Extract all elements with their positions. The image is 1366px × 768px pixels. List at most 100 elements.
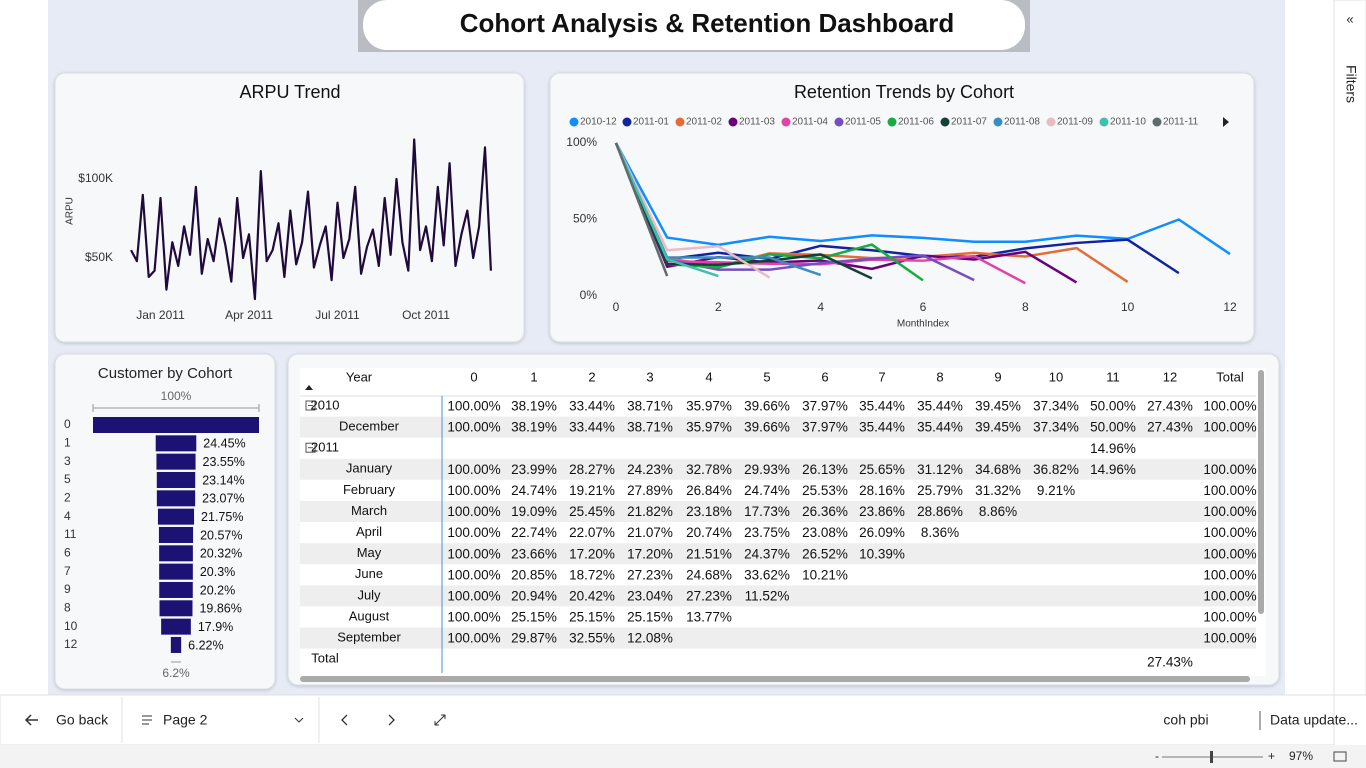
fit-icon[interactable] bbox=[434, 714, 446, 726]
cell: 20.94% bbox=[511, 588, 557, 603]
cell: 100.00% bbox=[1203, 567, 1256, 582]
cell: 25.65% bbox=[859, 462, 905, 477]
footer-bar bbox=[0, 694, 1335, 746]
sort-icon[interactable] bbox=[305, 385, 313, 390]
cell: 25.53% bbox=[802, 483, 848, 498]
cell: 9.21% bbox=[1037, 483, 1075, 498]
cell: 39.66% bbox=[744, 399, 790, 414]
cell: 25.15% bbox=[511, 610, 557, 625]
data-status[interactable]: Data update... bbox=[1270, 712, 1358, 728]
arpu-line bbox=[130, 138, 492, 301]
x-tick-label: Oct 2011 bbox=[402, 308, 450, 322]
cell: 19.09% bbox=[511, 504, 557, 519]
cell: 27.43% bbox=[1147, 655, 1193, 670]
funnel-bar bbox=[159, 563, 193, 580]
cell: 26.13% bbox=[802, 462, 848, 477]
page-selector[interactable]: Page 2 bbox=[163, 712, 208, 728]
cell: 24.74% bbox=[511, 483, 557, 498]
zoom-in[interactable]: + bbox=[1268, 749, 1275, 763]
funnel-bar bbox=[157, 508, 195, 525]
cell: 38.19% bbox=[511, 420, 557, 435]
zoom-thumb[interactable] bbox=[1210, 751, 1213, 763]
cell: 23.66% bbox=[511, 546, 557, 561]
cell: 23.08% bbox=[802, 525, 848, 540]
cell: 33.44% bbox=[569, 420, 615, 435]
value-label: 6.22% bbox=[188, 638, 223, 652]
cell: 35.97% bbox=[686, 399, 732, 414]
cell: 25.79% bbox=[917, 483, 963, 498]
cell: 8.36% bbox=[921, 525, 959, 540]
x-tick-label: 10 bbox=[1121, 300, 1135, 314]
legend-marker bbox=[622, 117, 632, 127]
value-label: 17.9% bbox=[198, 620, 233, 634]
fit-page[interactable] bbox=[1333, 751, 1347, 762]
cell: 21.82% bbox=[627, 504, 673, 519]
row-label: May bbox=[357, 545, 382, 560]
legend-marker bbox=[781, 117, 791, 127]
y-tick-label: $100K bbox=[78, 171, 113, 185]
row-label: August bbox=[349, 608, 390, 623]
cell: 27.43% bbox=[1147, 420, 1193, 435]
y-tick-label: 50% bbox=[573, 212, 597, 226]
funnel-bar bbox=[155, 435, 197, 452]
v-scrollbar[interactable] bbox=[1258, 370, 1264, 614]
cell: 29.93% bbox=[744, 462, 790, 477]
column-header: 7 bbox=[878, 369, 885, 384]
next-page[interactable] bbox=[388, 714, 395, 726]
cell: 17.73% bbox=[744, 504, 790, 519]
cell: 100.00% bbox=[447, 631, 500, 646]
legend-label: 2011-09 bbox=[1057, 117, 1093, 128]
report-name: coh pbi bbox=[1163, 712, 1208, 728]
go-back[interactable]: Go back bbox=[56, 712, 109, 728]
cell: 21.07% bbox=[627, 525, 673, 540]
cell: 25.15% bbox=[627, 610, 673, 625]
column-header: 12 bbox=[1163, 369, 1177, 384]
cell: 24.74% bbox=[744, 483, 790, 498]
category-label: 12 bbox=[64, 637, 78, 651]
category-label: 7 bbox=[64, 564, 71, 578]
legend-next[interactable] bbox=[1223, 117, 1229, 127]
column-header: 10 bbox=[1049, 369, 1063, 384]
row-band bbox=[300, 458, 1256, 480]
cell: 32.78% bbox=[686, 462, 732, 477]
column-header: 11 bbox=[1106, 369, 1120, 384]
pages-icon[interactable] bbox=[142, 715, 152, 725]
column-header: 4 bbox=[705, 369, 712, 384]
collapse-icon[interactable]: « bbox=[1346, 11, 1353, 26]
legend-label: 2011-11 bbox=[1163, 117, 1199, 128]
back-icon[interactable] bbox=[24, 714, 38, 726]
filters-pane[interactable] bbox=[1333, 0, 1366, 696]
column-header: 5 bbox=[763, 369, 770, 384]
cell: 27.23% bbox=[686, 588, 732, 603]
cell: 39.45% bbox=[975, 420, 1021, 435]
arpu-title: ARPU Trend bbox=[239, 82, 340, 102]
value-label: 19.86% bbox=[199, 602, 241, 616]
cell: 18.72% bbox=[569, 567, 615, 582]
filters-label[interactable]: Filters bbox=[1343, 65, 1359, 103]
legend-marker bbox=[940, 117, 950, 127]
category-label: 5 bbox=[64, 472, 71, 486]
cell: 32.55% bbox=[569, 631, 615, 646]
expand-icon[interactable] bbox=[305, 442, 316, 453]
cell: 20.74% bbox=[686, 525, 732, 540]
category-label: 10 bbox=[64, 619, 78, 633]
cell: 35.44% bbox=[917, 420, 963, 435]
expand-icon[interactable] bbox=[305, 400, 316, 411]
zoom-out[interactable]: - bbox=[1155, 749, 1159, 763]
dashboard-title: Cohort Analysis & Retention Dashboard bbox=[460, 8, 955, 38]
cohort-title: Customer by Cohort bbox=[98, 365, 233, 382]
cell: 25.45% bbox=[569, 504, 615, 519]
h-scrollbar[interactable] bbox=[300, 676, 1250, 682]
cell: 33.44% bbox=[569, 399, 615, 414]
cell: 12.08% bbox=[627, 631, 673, 646]
cell: 100.00% bbox=[447, 399, 500, 414]
category-label: 1 bbox=[64, 436, 71, 450]
cell: 35.44% bbox=[859, 399, 905, 414]
prev-page[interactable] bbox=[341, 714, 348, 726]
dropdown-icon[interactable] bbox=[294, 717, 304, 723]
cell: 35.44% bbox=[917, 399, 963, 414]
x-tick-label: 12 bbox=[1223, 300, 1237, 314]
cell: 26.84% bbox=[686, 483, 732, 498]
cell: 20.85% bbox=[511, 567, 557, 582]
x-axis-label: MonthIndex bbox=[897, 319, 949, 330]
